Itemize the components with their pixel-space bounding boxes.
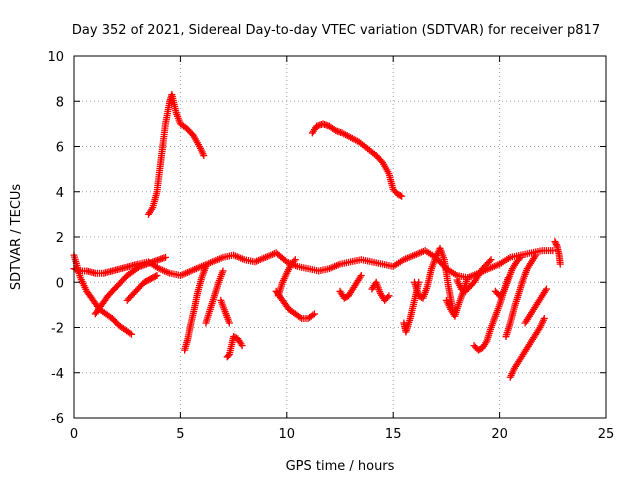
data-point (486, 257, 494, 265)
y-tick-label: 6 (56, 141, 64, 156)
x-tick-label: 10 (279, 427, 296, 442)
series-arc-v (506, 314, 548, 381)
data-point (200, 152, 208, 160)
y-tick-label: 10 (47, 50, 64, 65)
series-arc-u (502, 251, 540, 341)
data-point (224, 352, 232, 360)
y-tick-label: 2 (56, 231, 64, 246)
series-arc-n (368, 278, 393, 304)
series-arc-x (551, 238, 564, 268)
data-point (384, 293, 392, 301)
series-arc-g (181, 262, 210, 354)
data-point (515, 255, 523, 263)
data-point (309, 311, 317, 319)
data-point (310, 310, 318, 318)
x-tick-label: 15 (385, 427, 402, 442)
data-point (540, 314, 548, 322)
series-arc-t (491, 253, 525, 300)
series-arc-r (442, 274, 472, 320)
series-arc-w (521, 285, 550, 327)
data-point (556, 260, 564, 268)
x-tick-label: 0 (70, 427, 78, 442)
data-point (153, 271, 161, 279)
data-point (542, 285, 550, 293)
data-point (398, 192, 406, 200)
x-tick-label: 5 (176, 427, 184, 442)
data-points (70, 90, 564, 381)
series-arc-m (336, 271, 365, 302)
data-point (225, 319, 233, 327)
data-point (296, 313, 304, 321)
x-axis-label: GPS time / hours (286, 459, 395, 474)
series-arc-j (223, 333, 246, 361)
data-point (357, 271, 365, 279)
data-point (517, 253, 525, 261)
series-arc-f (123, 271, 161, 304)
data-point (464, 274, 472, 282)
ticks: 0 5 10 15 20 25 -6 -4 -2 0 2 4 6 8 10 (47, 50, 614, 442)
data-point (126, 329, 134, 337)
y-tick-label: 4 (56, 186, 64, 201)
x-tick-label: 25 (598, 427, 615, 442)
y-tick-label: 0 (56, 276, 64, 291)
data-point (127, 330, 135, 338)
y-tick-label: -2 (51, 322, 64, 337)
series-arc-e (91, 253, 170, 318)
data-point (552, 241, 560, 249)
y-tick-label: -4 (51, 367, 64, 382)
series-arc-h (202, 267, 227, 327)
data-point (152, 272, 160, 280)
y-tick-label: 8 (56, 95, 64, 110)
data-point (202, 262, 210, 270)
y-axis-label: SDTVAR / TECUs (9, 184, 24, 291)
data-point (238, 342, 246, 350)
data-point (396, 192, 404, 200)
chart-title: Day 352 of 2021, Sidereal Day-to-day VTE… (72, 23, 600, 38)
x-tick-label: 20 (491, 427, 508, 442)
y-tick-label: -6 (51, 412, 64, 427)
data-point (162, 253, 170, 261)
data-point (532, 251, 540, 259)
series-arc-l (272, 287, 318, 322)
series-arc-b (308, 120, 406, 200)
data-point (551, 238, 559, 246)
series-arc-a (144, 90, 208, 218)
data-point (290, 257, 298, 265)
data-point (219, 267, 227, 275)
series-arc-i (217, 296, 233, 327)
data-point (552, 239, 560, 247)
data-point (291, 256, 299, 264)
data-point (385, 292, 393, 300)
data-point (549, 247, 557, 255)
grid (74, 56, 606, 418)
data-point (487, 256, 495, 264)
